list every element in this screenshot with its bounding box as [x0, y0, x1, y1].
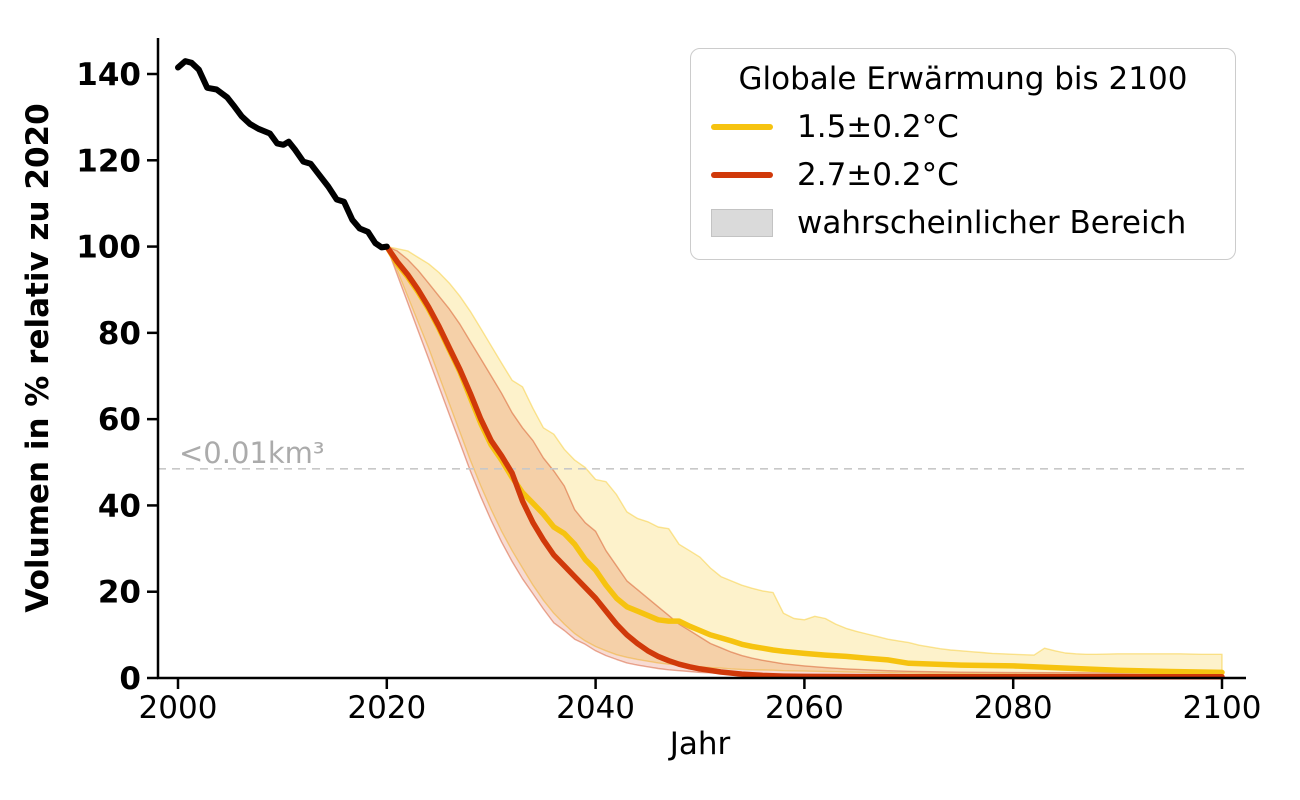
legend-patch-swatch [711, 209, 773, 237]
legend-title: Globale Erwärmung bis 2100 [738, 61, 1188, 97]
x-axis-title: Jahr [669, 726, 731, 762]
x-tick-label: 2020 [347, 690, 426, 726]
legend-label-2p7: 2.7±0.2°C [797, 157, 959, 193]
y-tick-label: 100 [76, 230, 141, 266]
x-tick-label: 2040 [556, 690, 635, 726]
legend-label-likely-range: wahrscheinlicher Bereich [797, 205, 1187, 241]
x-tick-label: 2100 [1183, 690, 1262, 726]
y-tick-label: 40 [98, 488, 141, 524]
legend-item-scenario-1p5: 1.5±0.2°C [707, 103, 1219, 151]
threshold-label: <0.01km³ [179, 436, 325, 470]
historical-line [175, 58, 390, 251]
uncertainty-band-2p7 [386, 245, 1223, 678]
legend-line-swatch-2p7 [711, 172, 773, 178]
legend-line-swatch-1p5 [711, 124, 773, 130]
legend-label-1p5: 1.5±0.2°C [797, 109, 959, 145]
y-tick-label: 140 [76, 57, 141, 93]
legend-item-likely-range: wahrscheinlicher Bereich [707, 199, 1219, 247]
y-tick-label: 0 [119, 661, 141, 697]
y-tick-label: 120 [76, 143, 141, 179]
y-tick-label: 60 [98, 402, 141, 438]
x-tick-label: 2000 [139, 690, 218, 726]
y-tick-label: 20 [98, 575, 141, 611]
scenario-2p7-line [384, 243, 1225, 680]
legend-item-scenario-2p7: 2.7±0.2°C [707, 151, 1219, 199]
y-axis-title: Volumen in % relativ zu 2020 [20, 103, 56, 613]
y-tick-label: 80 [98, 316, 141, 352]
legend: Globale Erwärmung bis 2100 1.5±0.2°C 2.7… [690, 48, 1236, 260]
x-tick-label: 2060 [765, 690, 844, 726]
x-tick-label: 2080 [974, 690, 1053, 726]
